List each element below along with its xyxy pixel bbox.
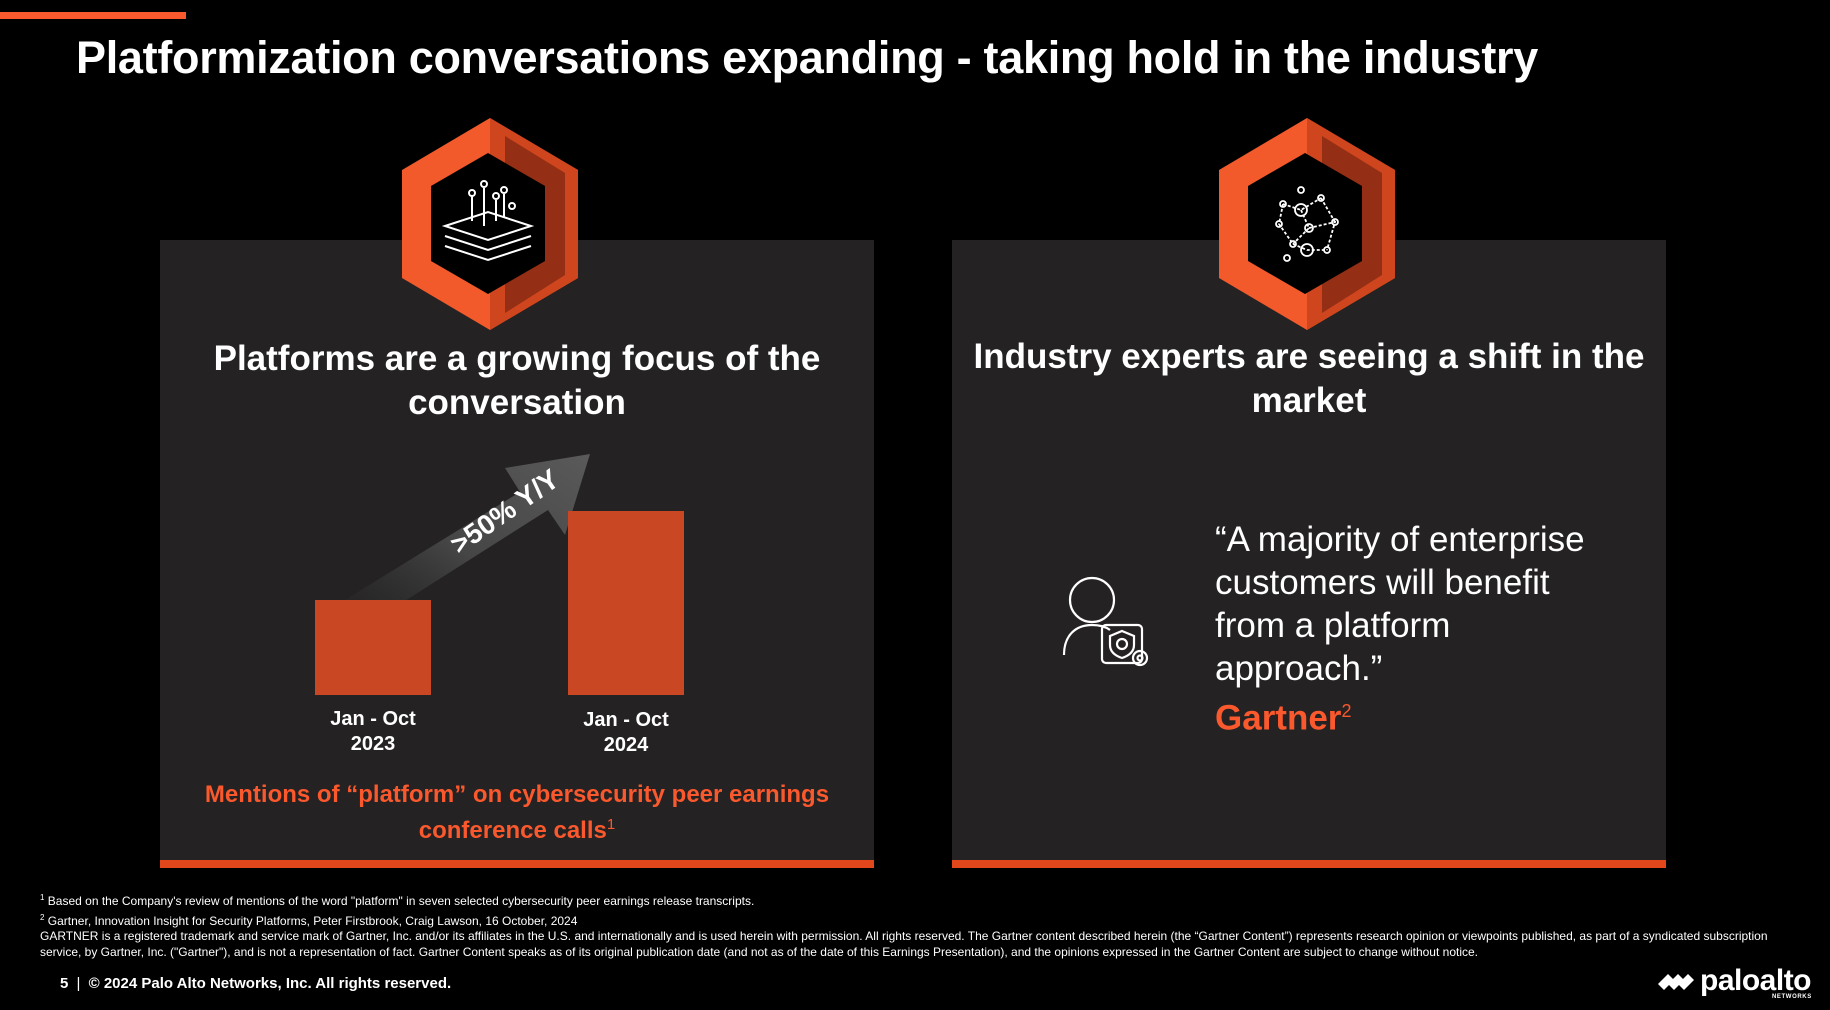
page-number: 5 xyxy=(60,975,69,992)
bar-2023 xyxy=(315,600,431,695)
growth-arrow-icon xyxy=(345,454,590,620)
footnote-1: 1 Based on the Company's review of menti… xyxy=(40,893,755,908)
panel-bottom-bar xyxy=(160,860,874,868)
panel-heading-experts: Industry experts are seeing a shift in t… xyxy=(973,337,1645,420)
industry-experts-panel: Industry experts are seeing a shift in t… xyxy=(952,240,1666,868)
chart-caption: Mentions of “platform” on cybersecurity … xyxy=(204,781,830,844)
logo-subtext: NETWORKS xyxy=(1772,994,1812,1000)
copyright: © 2024 Palo Alto Networks, Inc. All righ… xyxy=(88,975,452,992)
panel-bottom-bar xyxy=(952,860,1666,868)
bar-label-2023: Jan - Oct 2023 xyxy=(330,708,416,755)
footer: 5 | © 2024 Palo Alto Networks, Inc. All … xyxy=(60,975,452,992)
user-shield-icon xyxy=(1062,576,1149,667)
accent-bar xyxy=(0,12,186,19)
logo-wordmark: paloalto xyxy=(1700,964,1812,997)
panel-heading-platforms: Platforms are a growing focus of the con… xyxy=(213,339,821,422)
platform-focus-panel: Platforms are a growing focus of the con… xyxy=(160,240,874,868)
bar-label-2024: Jan - Oct 2024 xyxy=(583,709,669,756)
footnote-2: 2 Gartner, Innovation Insight for Securi… xyxy=(40,912,578,928)
footnotes: 1 Based on the Company's review of menti… xyxy=(40,890,1800,960)
quote-source: Gartner2 xyxy=(1215,698,1352,738)
bar-2024 xyxy=(568,511,684,695)
page-title: Platformization conversations expanding … xyxy=(76,32,1538,83)
gartner-quote: “A majority of enterprise customers will… xyxy=(1215,518,1615,740)
paloalto-logo-icon xyxy=(1658,974,1694,990)
layers-network-icon xyxy=(402,118,578,330)
network-nodes-icon xyxy=(1219,118,1395,330)
gartner-disclaimer: GARTNER is a registered trademark and se… xyxy=(40,929,1768,959)
